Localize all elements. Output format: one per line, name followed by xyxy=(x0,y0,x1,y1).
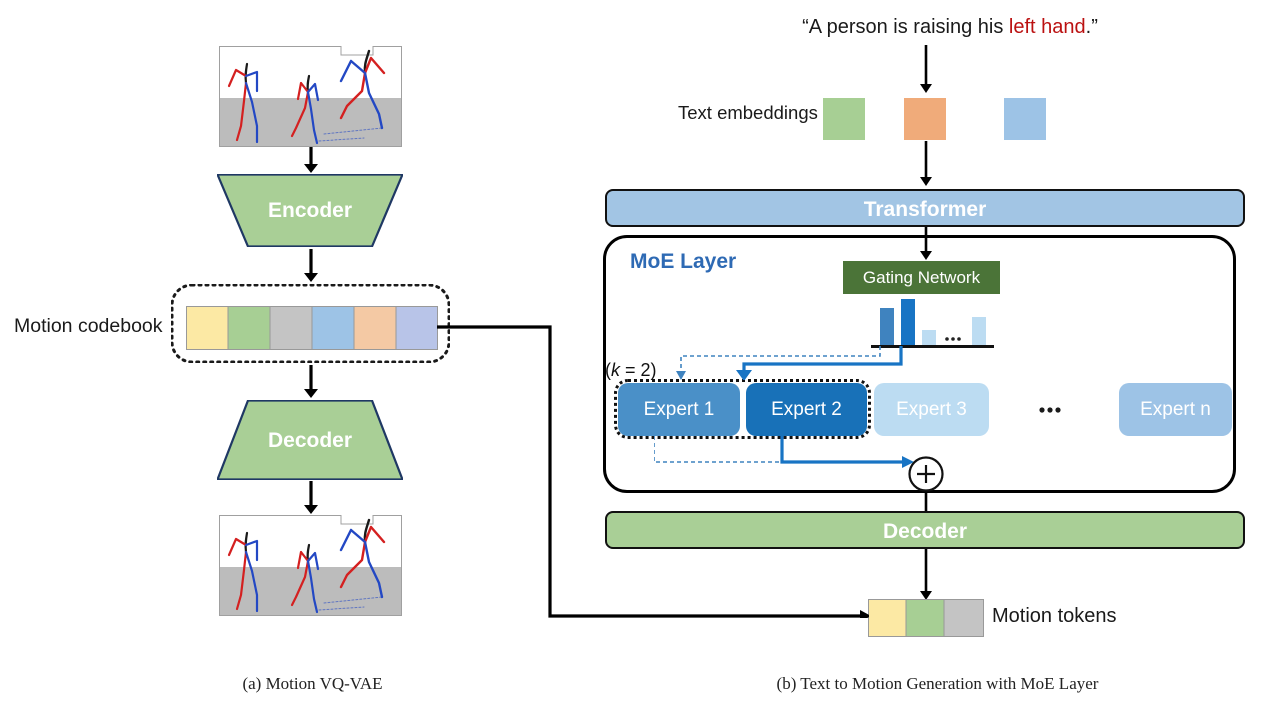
svg-text:Decoder: Decoder xyxy=(268,429,352,452)
svg-text:Encoder: Encoder xyxy=(268,199,352,222)
